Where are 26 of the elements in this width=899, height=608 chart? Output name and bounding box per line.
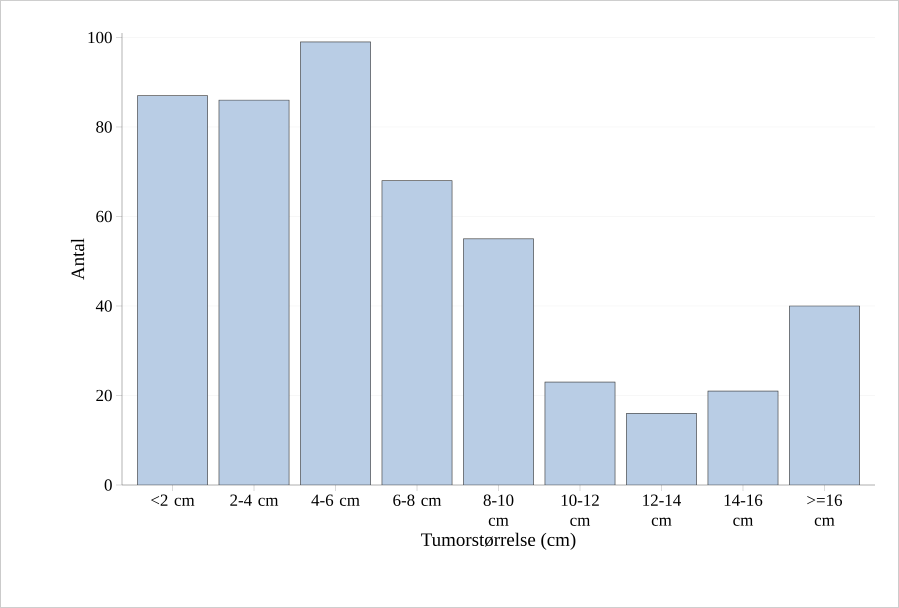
x-tick-label: >=16 cm — [807, 494, 842, 526]
x-tick-label: 2-4 cm — [230, 494, 278, 506]
y-tick-label: 60 — [96, 210, 112, 222]
x-tick-label: 6-8 cm — [393, 494, 442, 506]
bar — [708, 390, 778, 485]
x-tick-label: <2 cm — [151, 494, 194, 506]
bar — [463, 238, 534, 485]
y-tick-label: 80 — [96, 121, 112, 133]
y-axis-title: Antal — [70, 238, 84, 280]
bar — [626, 413, 697, 485]
bar — [218, 100, 290, 485]
bar — [137, 95, 208, 485]
y-tick-label: 40 — [96, 300, 112, 312]
bar — [544, 382, 616, 485]
y-tick-label: 0 — [104, 479, 112, 491]
bar — [300, 42, 371, 485]
y-tick-label: 20 — [96, 390, 112, 402]
x-tick-label: 10-12 cm — [562, 494, 599, 526]
x-tick-label: 4-6 cm — [311, 494, 360, 506]
bar — [789, 306, 860, 485]
y-tick-label: 100 — [88, 32, 112, 44]
x-tick-label: 14-16 cm — [724, 494, 762, 526]
x-tick-label: 8-10 cm — [484, 494, 514, 526]
bar — [382, 180, 452, 485]
x-axis-title: Tumorstørrelse (cm) — [421, 532, 576, 550]
x-tick-label: 12-14 cm — [643, 494, 681, 526]
